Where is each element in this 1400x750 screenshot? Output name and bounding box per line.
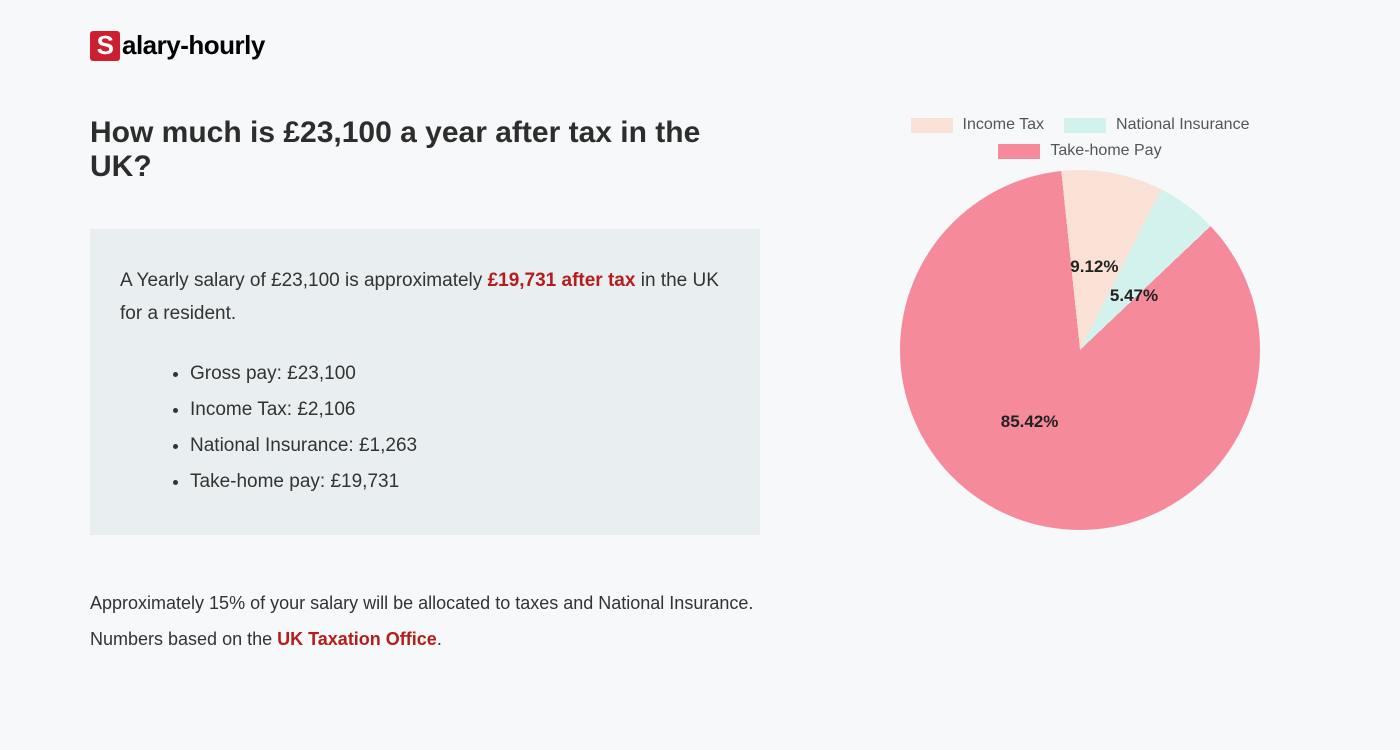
logo: Salary-hourly [90,30,1310,61]
legend-label: National Insurance [1116,116,1249,134]
summary-list: Gross pay: £23,100 Income Tax: £2,106 Na… [120,356,730,500]
legend-item: Income Tax [911,116,1045,134]
pie-label: 9.12% [1070,257,1118,277]
legend-item: Take-home Pay [998,142,1161,160]
pie-graphic [900,170,1260,530]
main-content: How much is £23,100 a year after tax in … [90,116,1310,657]
right-column: Income Tax National Insurance Take-home … [850,116,1310,657]
legend-swatch [998,144,1040,159]
pie-chart: 9.12% 5.47% 85.42% [900,170,1260,530]
pie-label: 5.47% [1110,286,1158,306]
legend-label: Take-home Pay [1050,142,1161,160]
page-heading: How much is £23,100 a year after tax in … [90,116,760,184]
footer-line2-after: . [437,629,442,649]
logo-rest: alary-hourly [122,30,265,61]
summary-box: A Yearly salary of £23,100 is approximat… [90,229,760,535]
list-item: Take-home pay: £19,731 [190,464,730,500]
summary-text: A Yearly salary of £23,100 is approximat… [120,264,730,331]
legend-label: Income Tax [963,116,1045,134]
footer-text: Approximately 15% of your salary will be… [90,585,760,657]
list-item: Gross pay: £23,100 [190,356,730,392]
list-item: National Insurance: £1,263 [190,428,730,464]
list-item: Income Tax: £2,106 [190,392,730,428]
pie-label: 85.42% [1001,412,1059,432]
summary-before: A Yearly salary of £23,100 is approximat… [120,270,488,291]
chart-legend: Income Tax National Insurance Take-home … [880,116,1280,160]
left-column: How much is £23,100 a year after tax in … [90,116,760,657]
summary-highlight: £19,731 after tax [488,270,636,291]
legend-swatch [911,118,953,133]
footer-link[interactable]: UK Taxation Office [277,629,437,649]
footer-line1: Approximately 15% of your salary will be… [90,593,753,613]
legend-item: National Insurance [1064,116,1249,134]
logo-letter: S [90,31,120,61]
footer-line2-before: Numbers based on the [90,629,277,649]
legend-swatch [1064,118,1106,133]
